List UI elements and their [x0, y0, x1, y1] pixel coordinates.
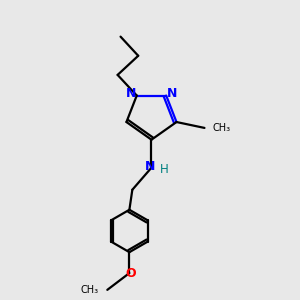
- Text: N: N: [145, 160, 155, 173]
- Text: CH₃: CH₃: [213, 123, 231, 133]
- Text: O: O: [125, 267, 136, 280]
- Text: CH₃: CH₃: [81, 285, 99, 295]
- Text: N: N: [167, 87, 177, 100]
- Text: H: H: [160, 163, 169, 176]
- Text: N: N: [126, 87, 136, 100]
